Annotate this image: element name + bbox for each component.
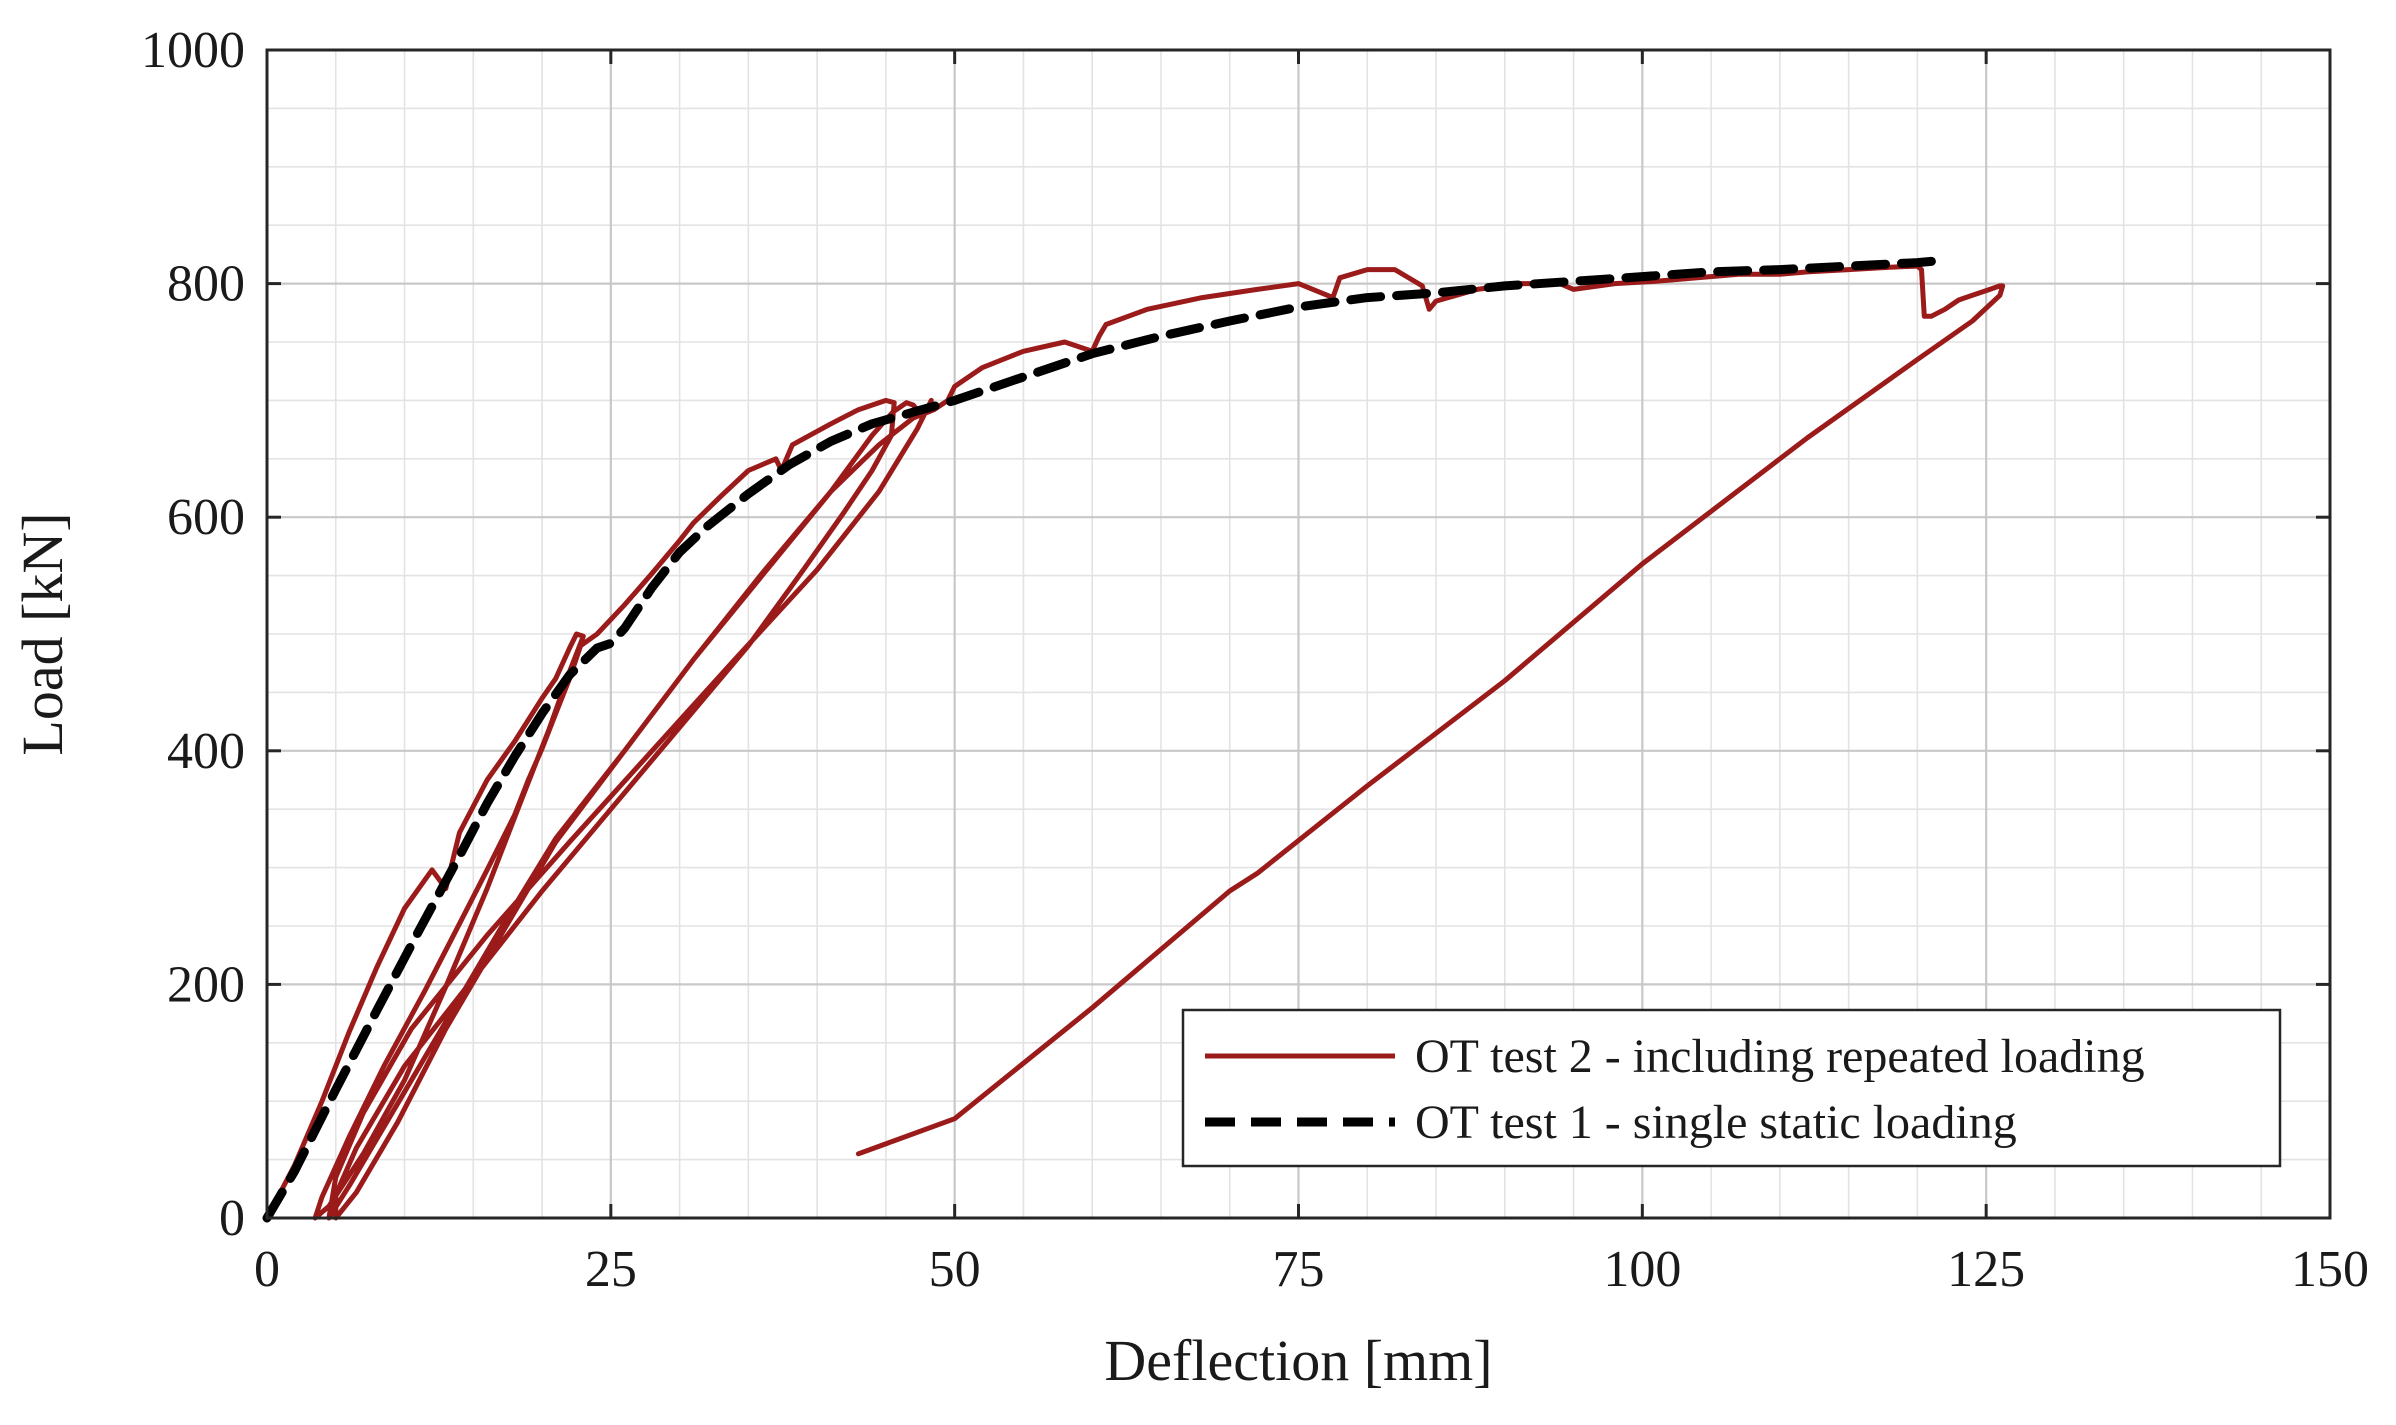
x-tick-label: 75 (1273, 1241, 1325, 1298)
legend-label-test-2: OT test 2 - including repeated loading (1415, 1030, 2145, 1083)
legend-box (1181, 1008, 2282, 1168)
x-tick-label: 100 (1603, 1241, 1681, 1298)
x-tick-label: 0 (254, 1241, 280, 1298)
y-tick-label: 0 (219, 1190, 245, 1247)
y-tick-label: 200 (167, 956, 245, 1013)
x-axis-tick-labels: 0 25 50 75 100 125 150 (254, 1241, 2369, 1298)
legend-label-test-1: OT test 1 - single static loading (1415, 1096, 2017, 1149)
x-axis-label: Deflection [mm] (1104, 1328, 1492, 1393)
legend: OT test 2 - including repeated loading O… (1181, 1008, 2282, 1168)
x-tick-label: 150 (2291, 1241, 2369, 1298)
series-layer (262, 255, 2006, 1223)
y-axis-tick-labels: 0 200 400 600 800 1000 (141, 22, 245, 1247)
x-tick-label: 25 (585, 1241, 637, 1298)
x-tick-label: 125 (1947, 1241, 2025, 1298)
y-axis-label: Load [kN] (10, 512, 75, 755)
y-tick-label: 400 (167, 723, 245, 780)
x-tick-label: 50 (929, 1241, 981, 1298)
series-line-test-1 (262, 255, 1950, 1223)
y-tick-label: 800 (167, 256, 245, 313)
axis-ticks (265, 48, 2332, 1220)
y-tick-label: 600 (167, 489, 245, 546)
y-tick-label: 1000 (141, 22, 245, 79)
